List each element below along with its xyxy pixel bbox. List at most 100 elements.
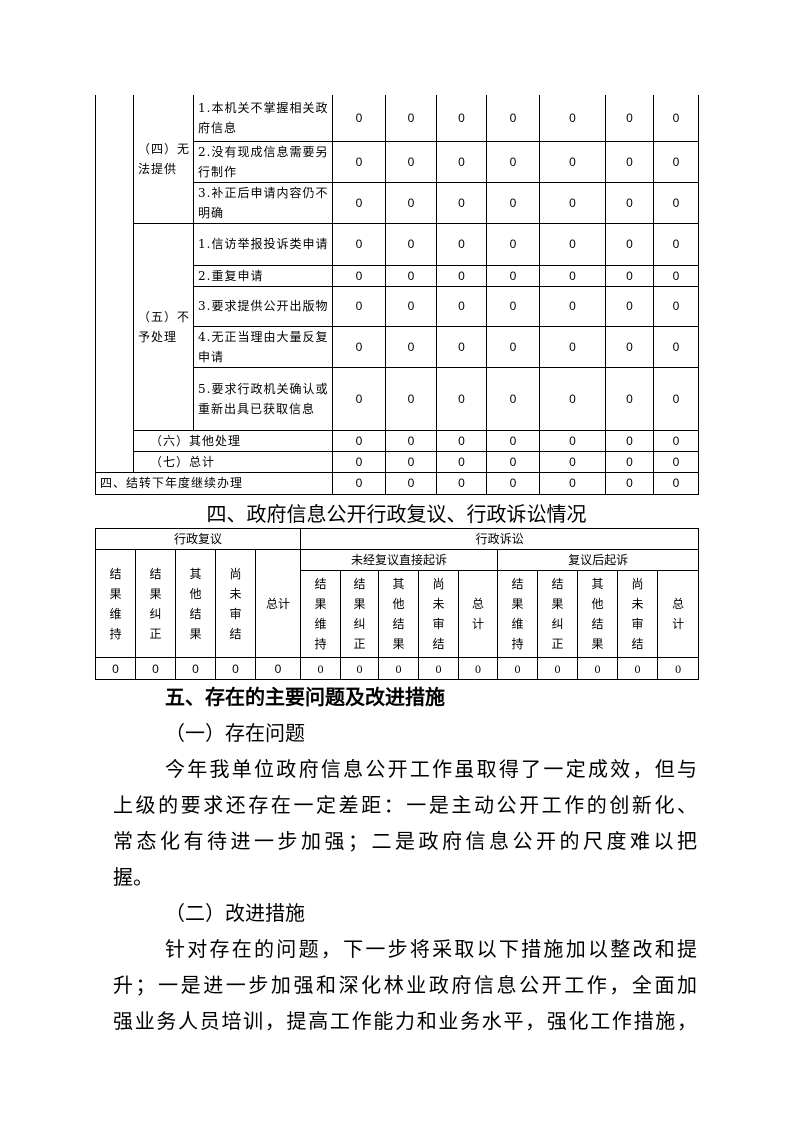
table-row: （四）无法提供 1.本机关不掌握相关政府信息 0 0 0 0 0 0 0 [95, 95, 699, 472]
value-cell: 0 [385, 325, 437, 368]
row-label: 3.要求提供公开出版物 [193, 285, 333, 327]
paragraph-line: 今年我单位政府信息公开工作虽取得了一定成效，但与 [165, 757, 697, 781]
row-label: 1.信访举报投诉类申请 [193, 222, 333, 266]
column-header: 尚未审结 [617, 570, 659, 658]
column-header: 总计 [254, 549, 302, 658]
value-cell: 0 [436, 95, 487, 142]
value-cell: 0 [385, 222, 437, 266]
row-label: 4.无正当理由大量反复申请 [193, 325, 333, 368]
table-row: 3.补正后申请内容仍不明确 0 0 0 0 0 0 0 [96, 181, 699, 224]
value-cell: 0 [577, 657, 619, 680]
value-cell: 0 [486, 181, 540, 224]
column-header: 尚未审结 [215, 549, 256, 658]
value-cell: 0 [539, 181, 606, 224]
value-cell: 0 [539, 325, 606, 368]
column-header: 其他结果 [175, 549, 216, 658]
value-cell: 0 [332, 95, 386, 142]
value-cell: 0 [385, 285, 437, 327]
value-cell: 0 [385, 471, 437, 495]
value-cell: 0 [385, 429, 437, 452]
value-cell: 0 [436, 264, 487, 287]
paragraph-line: 升；一是进一步加强和深化林业政府信息公开工作，全面加 [113, 973, 697, 997]
value-cell: 0 [605, 450, 654, 473]
table-row: （七）总计 0 0 0 0 0 0 0 [96, 450, 699, 473]
section4-title: 四、政府信息公开行政复议、行政诉讼情况 [206, 502, 587, 526]
row-label: 3.补正后申请内容仍不明确 [193, 181, 333, 224]
column-header: 结果纠正 [537, 570, 579, 658]
column-header: 尚未审结 [418, 570, 460, 658]
value-cell: 0 [332, 285, 386, 327]
subsection-problems: （一）存在问题 [165, 721, 305, 745]
direct-header: 未经复议直接起诉 [300, 549, 499, 571]
column-header: 其他结果 [577, 570, 619, 658]
value-cell: 0 [653, 285, 699, 327]
table-row: （六）其他处理 0 0 0 0 0 0 0 [96, 429, 699, 452]
column-header: 总计 [657, 570, 700, 658]
value-cell: 0 [436, 325, 487, 368]
value-cell: 0 [385, 264, 437, 287]
value-cell: 0 [332, 140, 386, 183]
outer-empty-cell [95, 95, 134, 472]
value-cell: 0 [332, 222, 386, 266]
value-cell: 0 [657, 657, 700, 680]
value-cell: 0 [215, 657, 256, 680]
value-cell: 0 [539, 264, 606, 287]
value-cell: 0 [436, 366, 487, 431]
value-cell: 0 [486, 325, 540, 368]
value-cell: 0 [385, 140, 437, 183]
value-cell: 0 [436, 450, 487, 473]
table-row: 3.要求提供公开出版物 0 0 0 0 0 0 0 [96, 285, 699, 327]
value-cell: 0 [537, 657, 579, 680]
value-cell: 0 [332, 450, 386, 473]
value-cell: 0 [653, 366, 699, 431]
value-cell: 0 [332, 471, 386, 495]
value-cell: 0 [378, 657, 420, 680]
value-cell: 0 [539, 429, 606, 452]
value-cell: 0 [605, 222, 654, 266]
value-cell: 0 [605, 264, 654, 287]
value-cell: 0 [458, 657, 499, 680]
value-cell: 0 [385, 366, 437, 431]
value-cell: 0 [605, 285, 654, 327]
row-label: （六）其他处理 [133, 429, 333, 452]
disposal-table: （四）无法提供 1.本机关不掌握相关政府信息 0 0 0 0 0 0 0 2.没有现成信息需要另行… [95, 95, 699, 495]
value-cell: 0 [486, 140, 540, 183]
table-row: （五）不予处理 1.信访举报投诉类申请 0 0 0 0 0 0 0 [96, 222, 699, 431]
column-header: 总计 [458, 570, 499, 658]
paragraph-line: 强业务人员培训，提高工作能力和业务水平，强化工作措施， [113, 1009, 697, 1033]
value-cell: 0 [486, 450, 540, 473]
paragraph-line: 针对存在的问题，下一步将采取以下措施加以整改和提 [165, 937, 697, 961]
value-cell: 0 [539, 95, 606, 142]
value-cell: 0 [653, 450, 699, 473]
value-cell: 0 [653, 95, 699, 142]
value-cell: 0 [486, 471, 540, 495]
value-cell: 0 [653, 181, 699, 224]
value-cell: 0 [539, 471, 606, 495]
value-cell: 0 [653, 264, 699, 287]
value-cell: 0 [486, 95, 540, 142]
row-label: 四、结转下年度继续办理 [95, 471, 333, 495]
value-cell: 0 [436, 181, 487, 224]
value-cell: 0 [653, 429, 699, 452]
value-cell: 0 [497, 657, 539, 680]
paragraph-line: 常态化有待进一步加强；二是政府信息公开的尺度难以把 [113, 829, 697, 853]
value-cell: 0 [332, 325, 386, 368]
value-cell: 0 [332, 264, 386, 287]
value-cell: 0 [436, 222, 487, 266]
value-cell: 0 [385, 450, 437, 473]
paragraph-line: 上级的要求还存在一定差距：一是主动公开工作的创新化、 [113, 793, 697, 817]
value-cell: 0 [436, 140, 487, 183]
row-label: （七）总计 [133, 450, 333, 473]
value-cell: 0 [95, 657, 136, 680]
value-cell: 0 [436, 471, 487, 495]
value-cell: 0 [653, 222, 699, 266]
value-cell: 0 [539, 285, 606, 327]
row-label: 2.重复申请 [193, 264, 333, 287]
subsection-measures: （二）改进措施 [165, 901, 305, 925]
value-cell: 0 [486, 222, 540, 266]
value-cell: 0 [605, 140, 654, 183]
value-cell: 0 [332, 429, 386, 452]
value-cell: 0 [653, 140, 699, 183]
value-cell: 0 [254, 657, 302, 680]
value-cell: 0 [332, 366, 386, 431]
